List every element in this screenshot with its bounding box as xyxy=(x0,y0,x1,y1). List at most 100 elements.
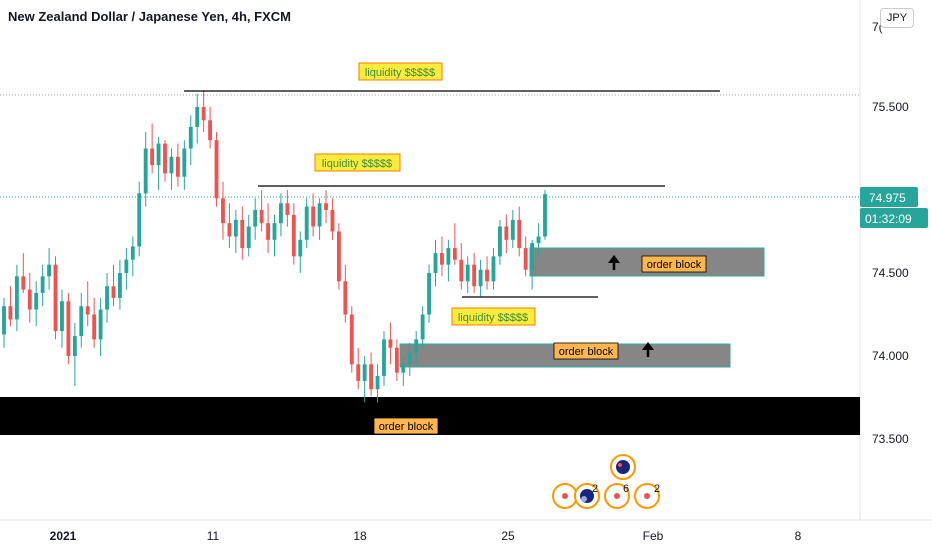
order-block-label-upper[interactable]: order block xyxy=(641,255,707,273)
arrow-up-icon[interactable] xyxy=(608,255,620,270)
event-flag-icon[interactable] xyxy=(610,454,636,480)
candle xyxy=(130,236,135,277)
candle xyxy=(440,236,444,277)
candle xyxy=(85,281,90,327)
candle xyxy=(117,259,122,310)
price-tick-label: 75.500 xyxy=(872,100,909,114)
candle xyxy=(394,339,399,381)
candle xyxy=(175,143,180,187)
price-axis[interactable]: 73.500 74.000 74.500 75.500 xyxy=(872,100,909,446)
candle xyxy=(79,292,84,348)
candle xyxy=(356,347,361,390)
candle xyxy=(27,273,32,323)
candle xyxy=(208,107,213,149)
event-markers[interactable]: 2 6 2 xyxy=(552,454,660,509)
order-block-label-middle[interactable]: order block xyxy=(553,342,619,360)
candle xyxy=(259,190,264,232)
time-tick-label: 25 xyxy=(501,529,515,543)
candle xyxy=(14,264,19,332)
price-tick-label: 73.500 xyxy=(872,432,909,446)
candle xyxy=(272,214,277,257)
liquidity-label-low[interactable]: liquidity $$$$$ xyxy=(451,307,536,326)
last-price-text: 74.975 xyxy=(869,191,906,205)
candle xyxy=(221,181,225,240)
candle xyxy=(240,206,245,260)
liquidity-label-mid[interactable]: liquidity $$$$$ xyxy=(314,153,401,172)
event-flag-icon[interactable] xyxy=(604,483,630,509)
candle xyxy=(2,297,6,348)
candle xyxy=(105,273,109,323)
candle xyxy=(446,239,451,282)
time-axis[interactable]: 2021 11 18 25 Feb 8 xyxy=(50,529,802,543)
candle xyxy=(47,248,52,290)
time-tick-label: 18 xyxy=(353,529,367,543)
price-tick-label: 74.500 xyxy=(872,266,909,280)
candle xyxy=(137,181,142,257)
candle xyxy=(66,292,71,365)
candle xyxy=(21,253,26,293)
candle xyxy=(530,239,535,290)
candle xyxy=(536,223,541,257)
candle xyxy=(227,203,232,249)
svg-text:order block: order block xyxy=(647,259,702,271)
candle xyxy=(420,306,425,348)
candles-group xyxy=(2,90,547,403)
candle xyxy=(543,190,547,240)
candle xyxy=(311,193,316,237)
candle xyxy=(40,264,45,307)
time-tick-label: Feb xyxy=(643,529,664,543)
candle xyxy=(253,198,258,240)
candle xyxy=(414,331,419,365)
chart-title: New Zealand Dollar / Japanese Yen, 4h, F… xyxy=(8,9,291,24)
liquidity-label-top[interactable]: liquidity $$$$$ xyxy=(358,62,443,81)
candle xyxy=(285,190,290,227)
event-count: 6 xyxy=(623,483,629,495)
candle xyxy=(517,206,522,257)
countdown-badge xyxy=(860,208,928,228)
candle xyxy=(72,322,77,386)
candle xyxy=(433,239,438,287)
candle xyxy=(459,243,464,290)
candle xyxy=(491,248,496,290)
candle xyxy=(407,342,412,376)
event-count: 2 xyxy=(654,483,660,495)
candle xyxy=(504,214,509,254)
candle xyxy=(8,286,13,327)
candle xyxy=(182,140,187,190)
time-tick-label: 11 xyxy=(207,529,220,543)
candle xyxy=(317,198,322,240)
candle xyxy=(188,115,193,166)
time-tick-label: 8 xyxy=(795,529,802,543)
candle xyxy=(150,123,155,174)
candle xyxy=(233,209,238,254)
order-block-label-black[interactable]: order block xyxy=(373,417,439,435)
svg-text:order block: order block xyxy=(379,421,434,433)
candle xyxy=(246,214,251,257)
candle xyxy=(427,264,432,323)
candle xyxy=(143,131,148,207)
candle xyxy=(124,248,129,290)
event-flag-icon[interactable] xyxy=(634,483,660,509)
candle xyxy=(279,193,283,237)
candle xyxy=(60,289,64,348)
event-count: 2 xyxy=(592,483,598,495)
candle xyxy=(388,322,393,365)
event-flag-icon[interactable] xyxy=(574,483,600,509)
arrow-up-icon[interactable] xyxy=(642,342,654,357)
candle xyxy=(266,203,270,254)
candle xyxy=(169,148,174,190)
svg-text:liquidity $$$$$: liquidity $$$$$ xyxy=(458,312,528,324)
svg-text:liquidity $$$$$: liquidity $$$$$ xyxy=(365,67,435,79)
candle xyxy=(156,136,161,190)
candle xyxy=(369,352,374,396)
candle xyxy=(98,297,103,356)
event-flag-icon[interactable] xyxy=(552,483,578,509)
candle xyxy=(214,131,219,207)
candle xyxy=(343,264,348,323)
candle xyxy=(472,253,477,293)
candle xyxy=(298,231,303,273)
currency-button[interactable]: JPY xyxy=(880,8,914,28)
candle xyxy=(201,90,206,132)
